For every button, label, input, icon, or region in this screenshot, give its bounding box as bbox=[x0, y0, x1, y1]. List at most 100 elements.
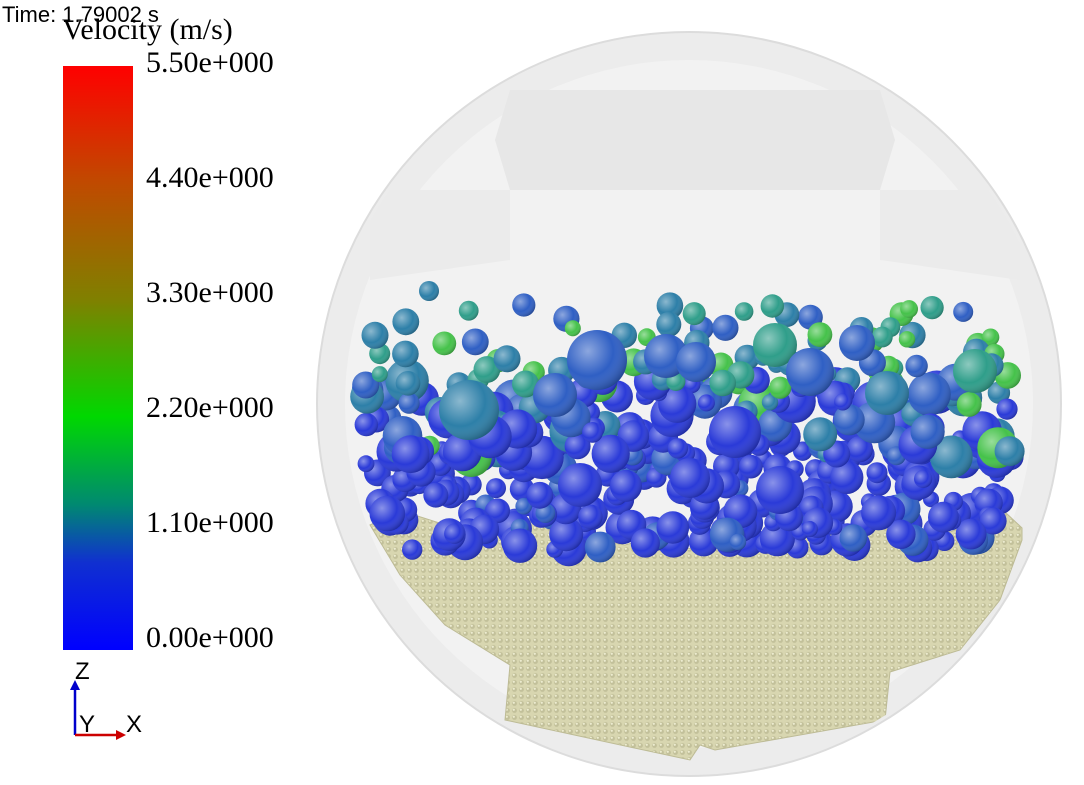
grinding-ball-shade bbox=[833, 404, 865, 436]
grinding-ball-shade bbox=[591, 434, 630, 473]
grinding-ball-shade bbox=[512, 293, 536, 317]
grinding-ball-shade bbox=[357, 455, 375, 473]
grinding-ball-shade bbox=[871, 326, 893, 348]
grinding-ball-shade bbox=[610, 469, 642, 502]
legend-tick-max: 5.50e+000 bbox=[146, 46, 274, 79]
legend-tick-1: 1.10e+000 bbox=[146, 506, 274, 539]
grinding-ball-shade bbox=[956, 392, 982, 417]
grinding-ball-shade bbox=[658, 384, 697, 423]
grinding-balls bbox=[350, 281, 1025, 567]
grinding-ball-shade bbox=[444, 523, 465, 544]
grinding-ball-shade bbox=[461, 328, 489, 356]
grinding-ball-shade bbox=[354, 412, 378, 437]
grinding-ball-shade bbox=[432, 331, 457, 356]
triad-x-label: X bbox=[126, 711, 143, 738]
grinding-ball-shade bbox=[515, 497, 532, 515]
grinding-ball-shade bbox=[656, 311, 682, 337]
grinding-ball-shade bbox=[801, 521, 818, 537]
grinding-ball-shade bbox=[769, 376, 792, 399]
grinding-ball-shade bbox=[567, 330, 627, 390]
grinding-ball-shade bbox=[866, 462, 888, 484]
grinding-ball-shade bbox=[830, 460, 864, 494]
grinding-ball-shade bbox=[402, 539, 423, 560]
grinding-ball-shade bbox=[395, 371, 421, 396]
grinding-ball-shade bbox=[955, 518, 987, 550]
grinding-ball-shade bbox=[753, 323, 797, 367]
grinding-ball-shade bbox=[734, 302, 754, 321]
grinding-ball-shade bbox=[486, 478, 506, 499]
grinding-ball-shade bbox=[423, 482, 449, 508]
grinding-ball-shade bbox=[807, 322, 833, 347]
legend-tick-3: 3.30e+000 bbox=[146, 276, 274, 309]
grinding-ball-shade bbox=[979, 507, 1007, 535]
grinding-ball-shade bbox=[667, 438, 689, 459]
grinding-ball-shade bbox=[900, 300, 918, 318]
grinding-ball-shade bbox=[371, 366, 388, 383]
grinding-ball-shade bbox=[994, 436, 1025, 467]
grinding-ball-shade bbox=[392, 340, 419, 368]
grinding-ball-shade bbox=[670, 458, 710, 498]
grinding-ball-shade bbox=[352, 371, 380, 399]
grinding-ball-shade bbox=[564, 320, 581, 337]
grinding-ball-shade bbox=[630, 528, 660, 558]
grinding-ball-shade bbox=[564, 433, 591, 460]
grinding-ball-shade bbox=[369, 495, 406, 532]
grinding-ball-shade bbox=[907, 372, 951, 416]
grinding-ball-shade bbox=[996, 398, 1018, 420]
grinding-ball-shade bbox=[910, 414, 945, 449]
grinding-ball-shade bbox=[839, 325, 875, 361]
grinding-ball-shade bbox=[709, 369, 736, 397]
grinding-ball-shade bbox=[578, 504, 603, 529]
grinding-ball-shade bbox=[760, 294, 784, 318]
legend-tick-2: 2.20e+000 bbox=[146, 391, 274, 424]
grinding-ball-shade bbox=[738, 454, 763, 479]
grinding-ball-shade bbox=[709, 406, 761, 458]
grinding-ball-shade bbox=[361, 321, 389, 349]
grinding-ball-shade bbox=[439, 380, 499, 440]
grinding-ball-shade bbox=[526, 481, 554, 509]
grinding-ball-shade bbox=[656, 292, 684, 320]
grinding-ball-shade bbox=[839, 524, 868, 552]
grinding-ball-shade bbox=[793, 441, 813, 461]
grinding-ball-shade bbox=[398, 392, 420, 414]
grinding-ball-shade bbox=[676, 342, 716, 382]
grinding-ball-shade bbox=[512, 370, 539, 398]
grinding-ball-shade bbox=[865, 371, 909, 415]
grinding-ball-shade bbox=[953, 349, 997, 393]
grinding-ball-shade bbox=[834, 393, 852, 411]
grinding-ball-shade bbox=[584, 531, 616, 563]
grinding-ball-shade bbox=[582, 422, 603, 443]
grinding-ball-shade bbox=[756, 466, 804, 514]
grinding-ball-shade bbox=[786, 348, 834, 396]
grinding-ball-shade bbox=[905, 354, 928, 378]
grinding-ball-shade bbox=[928, 501, 959, 533]
grinding-ball-shade bbox=[419, 281, 439, 301]
time-label: Time: 1.79002 s bbox=[2, 2, 159, 27]
grinding-ball-shade bbox=[846, 435, 873, 463]
grinding-ball-shade bbox=[981, 328, 1000, 346]
grinding-ball-shade bbox=[761, 394, 779, 411]
grinding-ball-shade bbox=[929, 435, 973, 479]
triad-y-label: Y bbox=[79, 711, 96, 738]
grinding-ball-shade bbox=[549, 517, 584, 552]
grinding-ball-shade bbox=[886, 519, 916, 549]
grinding-ball-shade bbox=[898, 331, 916, 348]
grinding-ball-shade bbox=[392, 308, 420, 336]
grinding-ball-shade bbox=[861, 495, 897, 531]
grinding-ball-shade bbox=[729, 533, 747, 551]
grinding-ball-shade bbox=[697, 394, 715, 412]
grinding-ball-shade bbox=[493, 345, 521, 373]
grinding-ball-shade bbox=[920, 296, 944, 320]
grinding-ball-shade bbox=[914, 469, 933, 488]
triad-z-label: Z bbox=[75, 658, 90, 685]
legend-title: Velocity (m/s) bbox=[62, 13, 233, 46]
grinding-ball-shade bbox=[558, 463, 602, 507]
legend-tick-min: 0.00e+000 bbox=[146, 621, 274, 654]
grinding-ball-shade bbox=[656, 511, 690, 544]
grinding-ball-shade bbox=[458, 300, 479, 321]
triad-arrows-icon bbox=[70, 680, 126, 740]
grinding-ball-shade bbox=[391, 435, 430, 474]
grinding-ball-shade bbox=[533, 373, 577, 417]
